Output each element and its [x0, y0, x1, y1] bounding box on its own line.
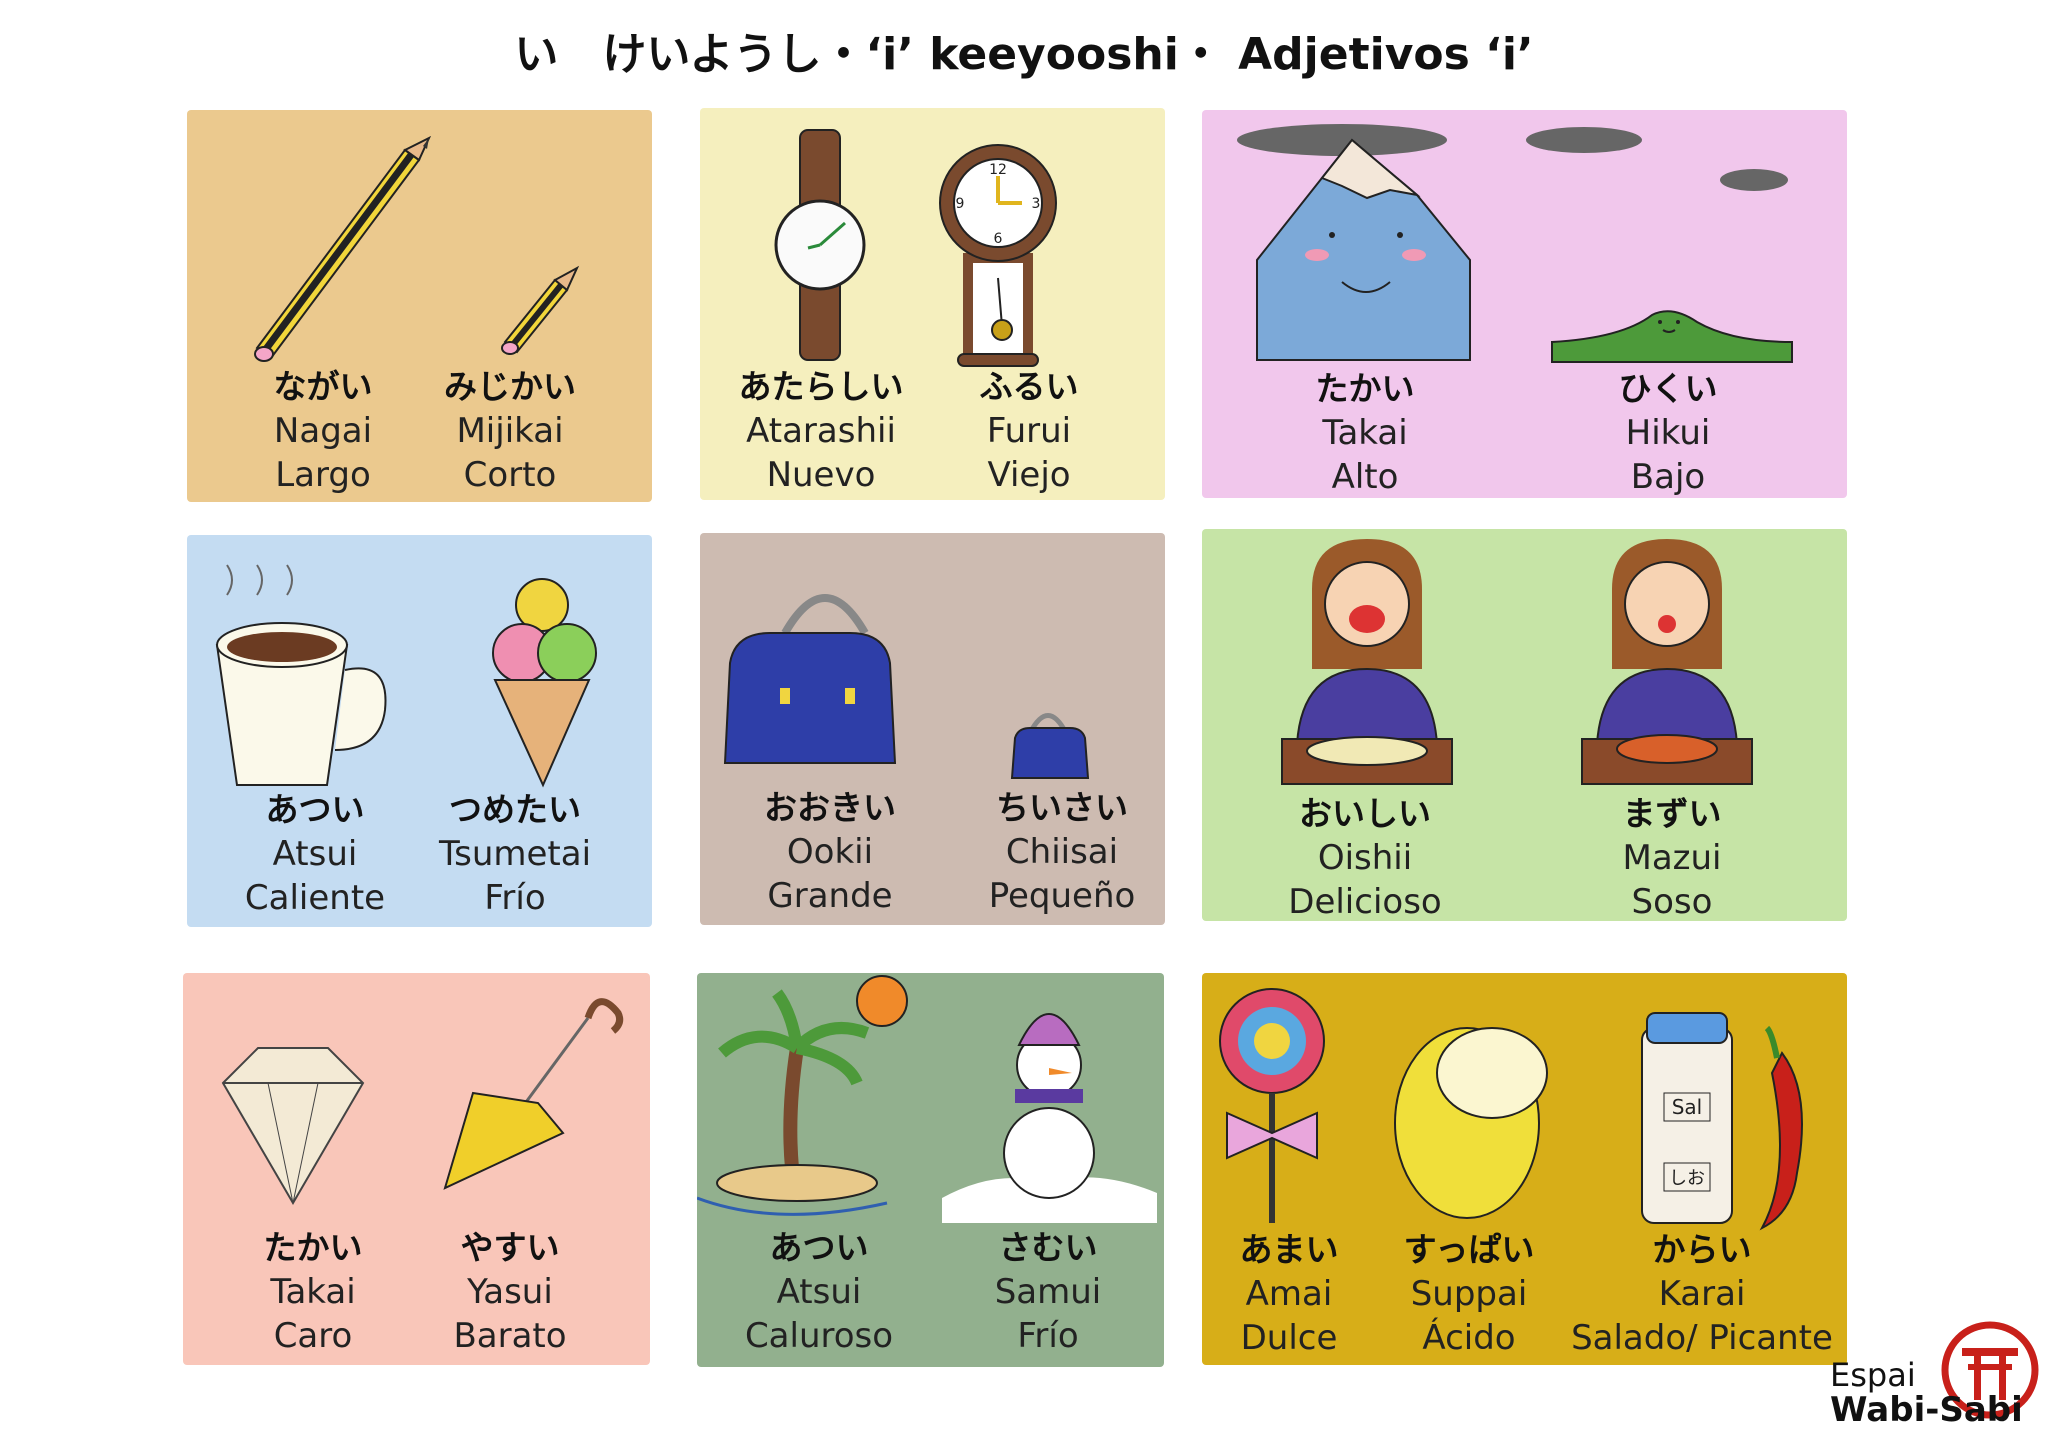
pendulum-clock-icon: 12 3 6 9 — [939, 144, 1057, 367]
logo-line-2: Wabi-Sabi — [1830, 1390, 2023, 1430]
card-big-small: おおきい Ookii Grande ちいさい Chiisai Pequeño — [700, 533, 1165, 925]
coffee-cup-icon — [215, 564, 387, 786]
tastes-illustration: Sal しお — [1219, 988, 1803, 1231]
wristwatch-icon — [774, 129, 866, 361]
word-amai: あまい Amai Dulce — [1239, 1230, 1339, 1358]
espai-wabi-sabi-logo: Espai Wabi-Sabi — [1820, 1320, 2040, 1440]
lollipop-icon — [1219, 988, 1325, 1223]
word-atsui-caluroso: あつい Atsui Caluroso — [744, 1228, 894, 1356]
word-karai: からい Karai Salado/ Picante — [1571, 1230, 1833, 1358]
coffee-icecream-illustration — [215, 564, 597, 788]
snowman-icon — [942, 1013, 1157, 1223]
word-chiisai: ちいさい Chiisai Pequeño — [988, 788, 1136, 916]
card-tastes: Sal しお あまい Amai Dulce すっぱい Suppai Ácido からい K… — [1202, 973, 1847, 1365]
small-bag-icon — [1010, 713, 1090, 779]
word-yasui: やすい Yasui Barato — [453, 1228, 567, 1356]
word-tsumetai: つめたい Tsumetai Frío — [438, 790, 592, 918]
unhappy-girl-icon — [1581, 539, 1753, 785]
umbrella-icon — [443, 998, 624, 1190]
low-hill-icon — [1551, 310, 1793, 363]
clock-number: 6 — [994, 231, 1003, 247]
clock-number: 12 — [989, 162, 1007, 178]
happy-girl-icon — [1281, 539, 1453, 785]
card-long-short: ながい Nagai Largo みじかい Mijikai Corto — [187, 110, 652, 502]
word-mijikai: みじかい Mijikai Corto — [444, 367, 576, 495]
mountain-illustration — [1237, 124, 1793, 363]
card-expensive-cheap: たかい Takai Caro やすい Yasui Barato — [183, 973, 650, 1365]
bag-illustration — [723, 594, 1090, 779]
clock-illustration: 12 3 6 9 — [774, 129, 1057, 367]
card-hot-cold: あつい Atsui Caliente つめたい Tsumetai Frío — [187, 535, 652, 927]
word-nagai: ながい Nagai Largo — [273, 367, 373, 495]
card-new-old: 12 3 6 9 あたらしい Atarashii Nuevo ふるい Furui Vie… — [700, 108, 1165, 500]
word-takai-alto: たかい Takai Alto — [1315, 369, 1415, 497]
word-oishii: おいしい Oishii Delicioso — [1288, 794, 1442, 922]
salt-shaker-icon: Sal しお — [1641, 1012, 1733, 1224]
torii-logo-icon — [1941, 1321, 2039, 1419]
chili-pepper-icon — [1759, 1025, 1803, 1231]
clock-number: 9 — [956, 196, 965, 212]
ice-cream-icon — [492, 578, 597, 788]
word-takai-caro: たかい Takai Caro — [263, 1228, 363, 1356]
short-pencil-icon — [501, 265, 580, 355]
long-pencil-icon — [254, 135, 432, 362]
word-samui: さむい Samui Frío — [994, 1228, 1102, 1356]
word-atarashii: あたらしい Atarashii Nuevo — [738, 367, 904, 495]
word-ookii: おおきい Ookii Grande — [764, 788, 896, 916]
word-atsui-caliente: あつい Atsui Caliente — [244, 790, 386, 918]
page-title: い けいようし・‘i’ keeyooshi・ Adjetivos ‘i’ — [514, 29, 1534, 80]
diamond-umbrella-illustration — [221, 998, 624, 1205]
word-furui: ふるい Furui Viejo — [979, 367, 1079, 495]
logo-line-1: Espai — [1830, 1356, 1916, 1394]
eating-girl-illustration — [1281, 539, 1753, 785]
big-bag-icon — [723, 594, 897, 764]
cloud-icon — [1237, 124, 1788, 191]
salt-label: Sal — [1672, 1095, 1703, 1119]
diamond-icon — [221, 1047, 365, 1205]
palm-island-icon — [697, 989, 888, 1216]
lemon-icon — [1394, 1027, 1548, 1219]
sun-icon — [856, 975, 908, 1027]
clock-number: 3 — [1032, 196, 1041, 212]
salt-label: しお — [1669, 1168, 1705, 1189]
island-snowman-illustration — [697, 975, 1157, 1223]
card-delicious-bland: おいしい Oishii Delicioso まずい Mazui Soso — [1202, 529, 1847, 922]
pencil-illustration — [254, 135, 580, 362]
word-mazui: まずい Mazui Soso — [1622, 794, 1722, 922]
tall-mountain-icon — [1256, 138, 1471, 361]
card-hot-cold-weather: あつい Atsui Caluroso さむい Samui Frío — [697, 973, 1164, 1367]
card-tall-low: たかい Takai Alto ひくい Hikui Bajo — [1202, 110, 1847, 498]
word-suppai: すっぱい Suppai Ácido — [1403, 1230, 1535, 1358]
word-hikui: ひくい Hikui Bajo — [1618, 369, 1718, 497]
